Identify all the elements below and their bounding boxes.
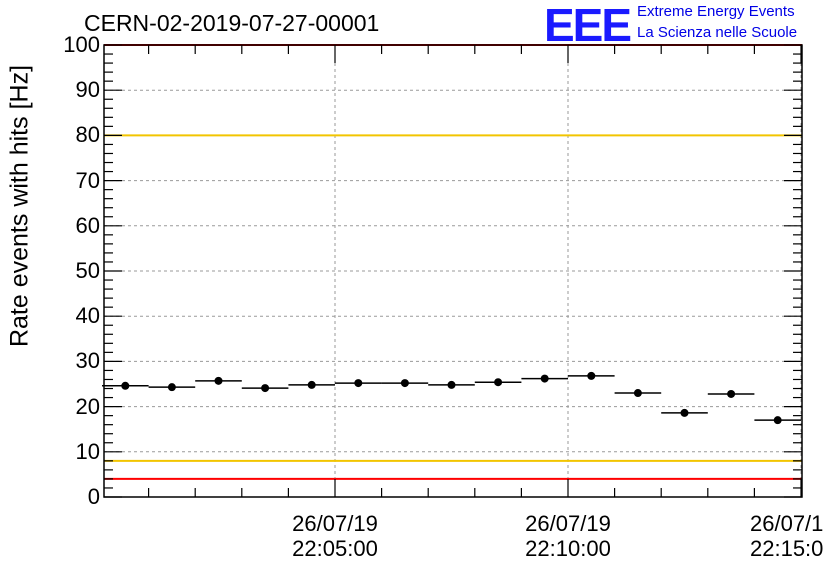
y-tick-label: 70 [75, 167, 100, 193]
y-tick-label: 60 [75, 212, 100, 238]
data-point [354, 379, 363, 388]
y-axis-label: Rate events with hits [Hz] [5, 64, 34, 348]
x-tick-label: 26/07/19 22:10:00 [513, 511, 623, 561]
data-point [214, 376, 223, 385]
x-tick-date: 26/07/1 [750, 511, 824, 536]
data-point [680, 408, 689, 417]
data-point [447, 380, 456, 389]
y-tick-label: 50 [75, 258, 100, 283]
x-tick-label: 26/07/1 22:15:0 [750, 511, 823, 561]
y-tick-label: 90 [75, 77, 100, 103]
grid-layer [104, 44, 802, 498]
data-point [773, 416, 782, 425]
y-tick-label: 40 [75, 303, 100, 329]
logo-line-1: Extreme Energy Events [637, 3, 795, 20]
data-points [102, 371, 801, 425]
reference-lines [104, 44, 802, 480]
data-point [633, 389, 642, 398]
y-tick-label: 80 [75, 122, 100, 148]
data-point [167, 383, 176, 392]
chart-title: CERN-02-2019-07-27-00001 [84, 10, 380, 36]
data-point [727, 389, 736, 398]
y-tick-label: 30 [75, 348, 100, 374]
eee-logo: EEE [544, 0, 632, 51]
y-tick-label: 10 [75, 438, 100, 464]
y-tick-label: 100 [63, 32, 100, 57]
data-point [494, 378, 503, 387]
x-tick-time: 22:15:0 [750, 536, 824, 561]
y-tick-label: 0 [87, 484, 100, 509]
logo-line-2: La Scienza nelle Scuole [637, 24, 798, 41]
data-point [587, 371, 596, 380]
x-tick-label: 26/07/19 22:05:00 [280, 511, 390, 561]
data-point [307, 380, 316, 389]
x-tick-time: 22:05:00 [292, 536, 378, 561]
data-point [261, 384, 270, 393]
data-point [540, 374, 549, 383]
x-tick-date: 26/07/19 [525, 511, 611, 536]
data-point [400, 379, 409, 388]
data-point [121, 381, 130, 390]
axis-ticks [104, 44, 802, 498]
x-tick-time: 22:10:00 [525, 536, 611, 561]
y-tick-label: 20 [75, 393, 100, 419]
x-tick-date: 26/07/19 [292, 511, 378, 536]
